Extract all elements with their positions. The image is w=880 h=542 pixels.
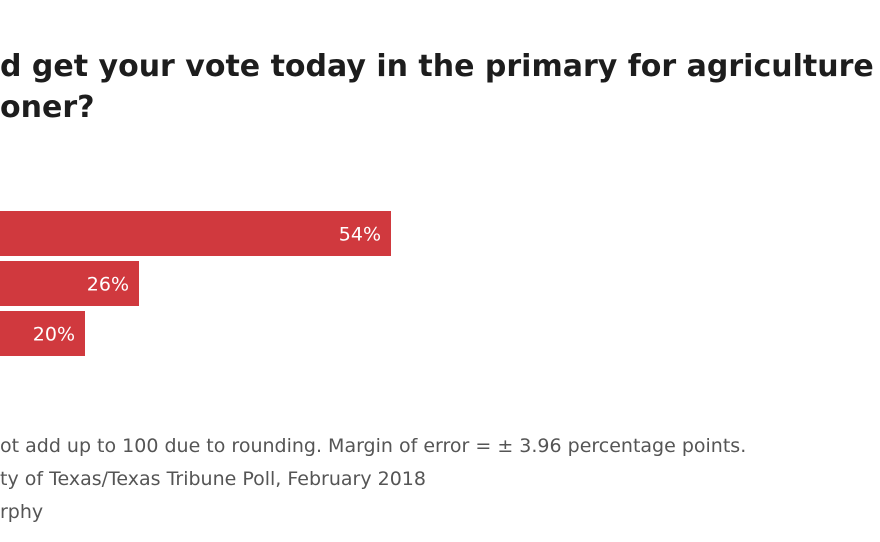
source-note: ty of Texas/Texas Tribune Poll, February…: [0, 468, 426, 490]
bar-2: [0, 261, 139, 306]
chart-title-line-2: oner?: [0, 90, 95, 125]
bar-value-label-1: 54%: [339, 224, 381, 246]
chart-notes: ot add up to 100 due to rounding. Margin…: [0, 430, 880, 529]
bar-1: [0, 211, 391, 256]
chart-title: d get your vote today in the primary for…: [0, 46, 880, 128]
chart-title-line-1: d get your vote today in the primary for…: [0, 49, 874, 84]
bar-value-label-3: 20%: [33, 324, 75, 346]
bar-value-label-2: 26%: [87, 274, 129, 296]
credit-note: rphy: [0, 501, 44, 523]
bar-3: [0, 311, 85, 356]
rounding-note: ot add up to 100 due to rounding. Margin…: [0, 435, 747, 457]
